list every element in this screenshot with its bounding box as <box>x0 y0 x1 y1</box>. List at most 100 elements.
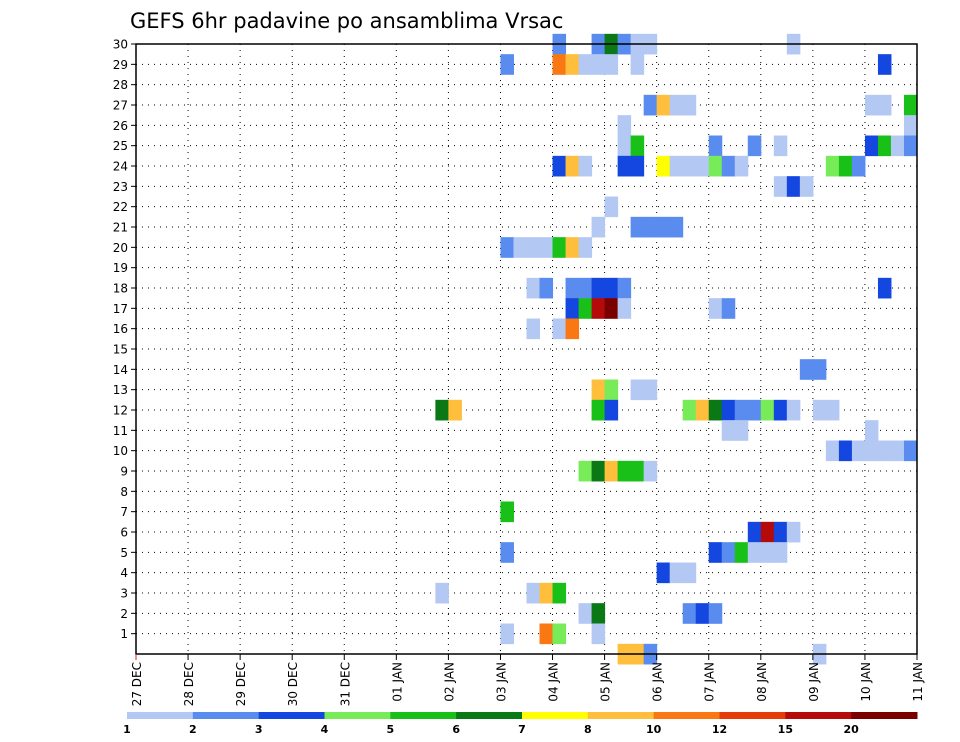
heatmap-cell <box>682 94 697 116</box>
heatmap-cell <box>747 399 762 421</box>
heatmap-cell <box>617 460 632 482</box>
legend-label: 8 <box>584 723 592 736</box>
y-tick-label: 27 <box>113 99 128 113</box>
color-legend: 1 2 3 4 5 6 7 8 10 12 15 20 <box>123 712 918 736</box>
heatmap-cell <box>760 399 775 421</box>
heatmap-cell <box>591 603 606 624</box>
heatmap-cell <box>578 603 593 624</box>
heatmap-cell <box>786 521 801 543</box>
heatmap-cell <box>630 216 645 238</box>
heatmap-cell <box>539 237 554 258</box>
heatmap-cell <box>656 155 671 177</box>
y-tick-label: 26 <box>113 119 128 133</box>
y-tick-label: 24 <box>113 160 128 174</box>
heatmap-cell <box>604 298 619 319</box>
y-tick-label: 6 <box>120 526 128 540</box>
heatmap-cell <box>643 379 658 401</box>
heatmap-cell <box>630 155 645 177</box>
heatmap-cell <box>435 399 449 421</box>
y-tick-label: 3 <box>120 587 128 601</box>
legend-swatch <box>851 712 918 719</box>
y-tick-label: 14 <box>113 363 128 377</box>
legend-label: 3 <box>255 723 263 736</box>
heatmap-cell <box>591 54 606 75</box>
legend-label: 4 <box>321 723 329 736</box>
heatmap-cell <box>734 420 749 441</box>
heatmap-cell <box>708 298 723 319</box>
heatmap-cell <box>773 399 788 421</box>
legend-label: 12 <box>712 723 727 736</box>
legend-swatch <box>324 712 391 719</box>
heatmap-cell <box>773 176 788 197</box>
heatmap-cells <box>435 33 918 665</box>
heatmap-cell <box>565 155 580 177</box>
heatmap-cell <box>864 94 879 116</box>
y-tick-label: 10 <box>113 444 128 458</box>
y-tick-label: 5 <box>120 546 128 560</box>
heatmap-cell <box>656 216 671 238</box>
heatmap-cell <box>825 155 840 177</box>
heatmap-cell <box>578 155 593 177</box>
legend-label: 6 <box>452 723 460 736</box>
heatmap-cell <box>877 277 892 299</box>
heatmap-cell <box>552 623 567 645</box>
heatmap-cell <box>721 155 736 177</box>
heatmap-cell <box>773 542 788 563</box>
heatmap-cell <box>565 54 580 75</box>
legend-label: 10 <box>646 723 662 736</box>
heatmap-cell <box>851 440 866 462</box>
y-tick-label: 1 <box>120 627 128 641</box>
heatmap-cell <box>773 521 788 543</box>
heatmap-cell <box>591 623 606 645</box>
heatmap-cell <box>591 298 606 319</box>
x-tick-label: 05 JAN <box>599 662 613 702</box>
heatmap-cell <box>903 135 918 157</box>
y-tick-label: 9 <box>120 465 128 479</box>
legend-swatch <box>522 712 589 719</box>
heatmap-cell <box>799 176 814 197</box>
y-axis: 1234567891011121314151617181920212223242… <box>113 38 136 641</box>
y-tick-label: 13 <box>113 383 128 397</box>
legend-swatch <box>456 712 523 719</box>
heatmap-cell <box>799 359 814 380</box>
heatmap-cell <box>604 54 619 75</box>
heatmap-cell <box>539 582 554 604</box>
heatmap-cell <box>734 542 749 563</box>
heatmap-cell <box>773 135 788 157</box>
heatmap-cell <box>877 54 892 75</box>
y-tick-label: 23 <box>113 180 128 194</box>
heatmap-cell <box>812 399 827 421</box>
x-tick-label: 28 DEC <box>182 662 196 706</box>
legend-swatch <box>785 712 852 719</box>
x-tick-label: 07 JAN <box>703 662 717 702</box>
legend-label: 5 <box>387 723 395 736</box>
legend-swatch <box>127 712 194 719</box>
heatmap-cell <box>604 379 619 401</box>
heatmap-cell <box>617 115 632 136</box>
legend-label: 20 <box>844 723 860 736</box>
heatmap-cell <box>695 399 710 421</box>
x-tick-label: 10 JAN <box>859 662 873 702</box>
heatmap-cell <box>656 94 671 116</box>
legend-label: 15 <box>778 723 793 736</box>
heatmap-cell <box>877 440 892 462</box>
heatmap-cell <box>682 603 697 624</box>
heatmap-cell <box>656 562 671 584</box>
heatmap-cell <box>604 460 619 482</box>
y-tick-label: 29 <box>113 58 128 72</box>
heatmap-cell <box>786 176 801 197</box>
x-tick-label: 03 JAN <box>494 662 508 702</box>
heatmap-cell <box>617 277 632 299</box>
heatmap-cell <box>695 155 710 177</box>
x-tick-label: 04 JAN <box>547 662 561 702</box>
x-tick-label: 02 JAN <box>442 662 456 702</box>
x-tick-label: 31 DEC <box>338 662 352 706</box>
y-tick-label: 30 <box>113 38 128 52</box>
x-tick-label: 30 DEC <box>286 662 300 706</box>
legend-swatch <box>390 712 457 719</box>
heatmap-cell <box>708 135 723 157</box>
y-tick-label: 4 <box>120 566 128 580</box>
heatmap-cell <box>617 298 632 319</box>
heatmap-cell <box>500 623 514 645</box>
